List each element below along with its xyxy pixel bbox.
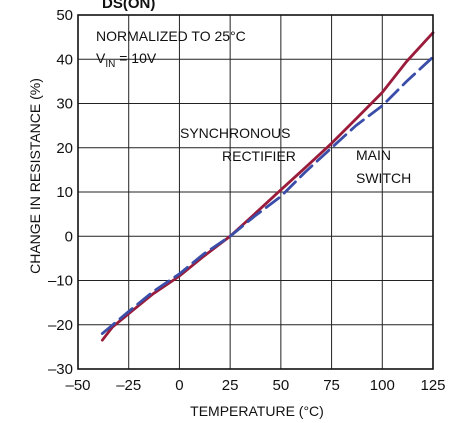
plot-border (77, 14, 434, 370)
plot-frame (77, 14, 434, 370)
y-axis-label: CHANGE IN RESISTANCE (%) (27, 78, 43, 274)
y-tick-label: 10 (56, 184, 73, 201)
x-tick-label: 100 (370, 377, 395, 394)
grid (78, 15, 433, 369)
vin-value: = 10V (115, 50, 157, 66)
vin-note: VIN = 10V (96, 50, 157, 70)
y-tick-label: 40 (56, 51, 73, 68)
series-layer (100, 31, 435, 342)
y-tick-label: –30 (48, 361, 73, 378)
x-tick-label: 75 (323, 377, 340, 394)
y-tick-label: 30 (56, 96, 73, 113)
sync-rectifier-series-line (100, 31, 435, 342)
x-tick-label: –25 (116, 377, 141, 394)
normalized-note: NORMALIZED TO 25°C (96, 28, 246, 44)
sync-rect-label-line1: SYNCHRONOUS (180, 125, 290, 141)
chart-title: DS(ON) (102, 0, 155, 12)
x-tick-label: 50 (273, 377, 290, 394)
y-tick-label: 0 (65, 228, 73, 245)
x-tick-label: –50 (65, 377, 90, 394)
main-switch-label-line1: MAIN (356, 147, 391, 163)
x-tick-label: 125 (420, 377, 445, 394)
y-tick-label: 50 (56, 7, 73, 24)
vin-subscript: IN (105, 59, 115, 70)
y-tick-label: –10 (48, 273, 73, 290)
x-axis-label: TEMPERATURE (°C) (190, 403, 324, 419)
sync-rect-label-line2: RECTIFIER (222, 148, 296, 164)
y-tick-label: 20 (56, 140, 73, 157)
y-tick-label: –20 (48, 317, 73, 334)
vin-prefix: V (96, 50, 106, 66)
x-tick-label: 0 (175, 377, 183, 394)
tick-labels: –50 –25 0 25 50 75 100 125 –30 –20 –10 0 10 20 30 40 50 (48, 7, 446, 394)
x-tick-label: 25 (222, 377, 239, 394)
main-switch-series-line (100, 55, 435, 336)
main-switch-label-line2: SWITCH (356, 170, 411, 186)
